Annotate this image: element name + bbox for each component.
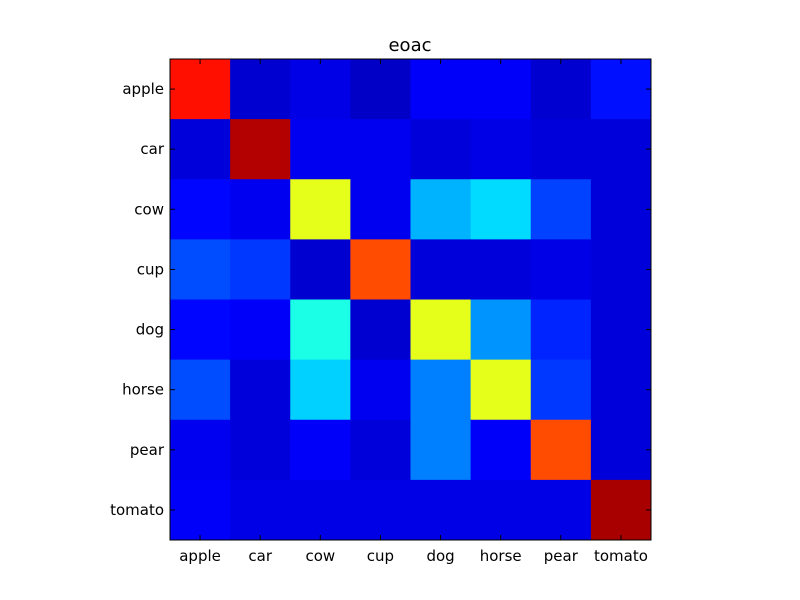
heatmap-cell-cow-apple xyxy=(170,179,231,240)
heatmap-cell-dog-tomato xyxy=(590,299,652,361)
heatmap-cell-tomato-horse xyxy=(470,479,532,541)
heatmap-cell-cow-car xyxy=(230,179,291,240)
heatmap-cell-pear-pear xyxy=(530,419,592,481)
heatmap-cell-pear-horse xyxy=(470,419,532,481)
heatmap-cell-apple-cup xyxy=(350,59,411,120)
heatmap-cell-cup-dog xyxy=(410,239,472,300)
y-tick-label: apple xyxy=(122,80,164,98)
heatmap-cell-car-car xyxy=(230,119,291,180)
heatmap-cell-dog-apple xyxy=(170,299,231,361)
y-tick-label: car xyxy=(140,140,164,158)
y-tick-label: tomato xyxy=(110,501,164,519)
heatmap-cell-car-tomato xyxy=(590,119,652,180)
heatmap-cell-horse-cup xyxy=(350,359,411,421)
y-tick-label: horse xyxy=(122,381,164,399)
heatmap-cell-dog-dog xyxy=(410,299,472,361)
heatmap-cell-car-dog xyxy=(410,119,472,180)
x-tick-label: tomato xyxy=(594,547,648,565)
heatmap-cell-apple-horse xyxy=(470,59,532,120)
heatmap-cell-apple-dog xyxy=(410,59,472,120)
heatmap-cell-car-cup xyxy=(350,119,411,180)
heatmap-cell-apple-tomato xyxy=(590,59,652,120)
heatmap-cell-cup-apple xyxy=(170,239,231,300)
chart-title: eoac xyxy=(388,35,432,56)
y-tick-label: cow xyxy=(134,200,164,218)
heatmap-cell-tomato-car xyxy=(230,479,291,541)
heatmap-cell-tomato-cow xyxy=(290,479,351,541)
heatmap-cell-pear-apple xyxy=(170,419,231,481)
y-tick-label: cup xyxy=(137,260,164,278)
heatmap-cell-tomato-dog xyxy=(410,479,472,541)
heatmap-cell-dog-cup xyxy=(350,299,411,361)
heatmap-cell-apple-cow xyxy=(290,59,351,120)
heatmap-cell-apple-apple xyxy=(170,59,231,120)
heatmap-cell-horse-tomato xyxy=(590,359,652,421)
heatmap-cell-tomato-cup xyxy=(350,479,411,541)
heatmap-cell-car-horse xyxy=(470,119,532,180)
heatmap-cell-tomato-apple xyxy=(170,479,231,541)
heatmap-cell-pear-tomato xyxy=(590,419,652,481)
heatmap-cell-cup-cow xyxy=(290,239,351,300)
x-tick-label: car xyxy=(248,547,272,565)
y-tick-label: dog xyxy=(136,321,164,339)
heatmap-cell-cow-dog xyxy=(410,179,472,240)
heatmap-cell-horse-apple xyxy=(170,359,231,421)
heatmap-cell-cup-tomato xyxy=(590,239,652,300)
heatmap-cell-cow-tomato xyxy=(590,179,652,240)
heatmap-cell-apple-pear xyxy=(530,59,592,120)
heatmap-cell-tomato-tomato xyxy=(590,479,652,541)
x-tick-label: cow xyxy=(305,547,335,565)
x-tick-label: pear xyxy=(544,547,579,565)
x-tick-label: horse xyxy=(480,547,522,565)
x-tick-label: apple xyxy=(179,547,221,565)
heatmap-cell-car-apple xyxy=(170,119,231,180)
heatmap-cell-horse-cow xyxy=(290,359,351,421)
heatmap-cell-cup-car xyxy=(230,239,291,300)
heatmap-cell-pear-dog xyxy=(410,419,472,481)
heatmap-cell-cow-horse xyxy=(470,179,532,240)
heatmap-cell-dog-car xyxy=(230,299,291,361)
x-tick-label: dog xyxy=(426,547,454,565)
heatmap-cell-cow-cow xyxy=(290,179,351,240)
heatmap-cell-tomato-pear xyxy=(530,479,592,541)
heatmap-cell-cup-pear xyxy=(530,239,592,300)
heatmap-cell-cup-cup xyxy=(350,239,411,300)
heatmap-cell-horse-car xyxy=(230,359,291,421)
heatmap-cell-horse-horse xyxy=(470,359,532,421)
heatmap-cell-apple-car xyxy=(230,59,291,120)
heatmap-cell-pear-cow xyxy=(290,419,351,481)
heatmap-cell-car-pear xyxy=(530,119,592,180)
heatmap-cell-cow-cup xyxy=(350,179,411,240)
heatmap-cell-car-cow xyxy=(290,119,351,180)
x-tick-label: cup xyxy=(367,547,394,565)
heatmap-cell-horse-pear xyxy=(530,359,592,421)
heatmap-cell-dog-cow xyxy=(290,299,351,361)
heatmap-cell-dog-pear xyxy=(530,299,592,361)
heatmap-cell-cow-pear xyxy=(530,179,592,240)
heatmap-cell-horse-dog xyxy=(410,359,472,421)
heatmap-cell-pear-cup xyxy=(350,419,411,481)
heatmap-cell-pear-car xyxy=(230,419,291,481)
heatmap-cells xyxy=(170,59,652,541)
axes-frame xyxy=(169,58,652,541)
y-tick-label: pear xyxy=(130,441,165,459)
heatmap-cell-cup-horse xyxy=(470,239,532,300)
heatmap-cell-dog-horse xyxy=(470,299,532,361)
